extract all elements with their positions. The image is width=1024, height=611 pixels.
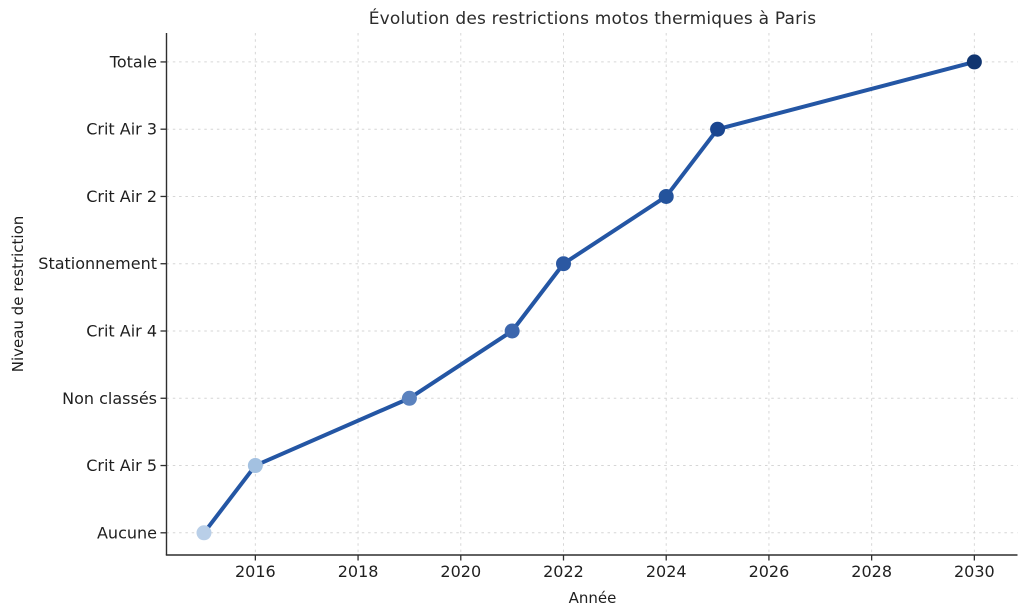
data-point-2021	[504, 323, 520, 339]
y-tick-label: Non classés	[62, 389, 157, 408]
x-tick-label: 2022	[543, 562, 584, 581]
x-tick-label: 2024	[646, 562, 687, 581]
y-tick-label: Crit Air 4	[86, 321, 157, 340]
data-point-2024	[658, 188, 674, 204]
restriction-trend-line	[201, 59, 977, 535]
data-point-2015	[196, 525, 212, 541]
x-tick-label: 2018	[338, 562, 379, 581]
y-tick-label: Crit Air 5	[86, 456, 157, 475]
x-tick-label: 2020	[440, 562, 481, 581]
x-tick-label: 2028	[851, 562, 892, 581]
y-tick-label: Totale	[109, 52, 157, 71]
x-tick-label: 2026	[749, 562, 790, 581]
x-axis-label: Année	[568, 589, 617, 607]
x-tick-label: 2030	[954, 562, 995, 581]
chart-title: Évolution des restrictions motos thermiq…	[368, 9, 817, 29]
data-point-2025	[710, 121, 726, 137]
data-point-2019	[401, 390, 417, 406]
y-tick-label: Stationnement	[38, 254, 157, 273]
data-point-2030	[966, 54, 982, 70]
x-tick-label: 2016	[235, 562, 276, 581]
y-tick-label: Crit Air 2	[86, 187, 157, 206]
y-tick-label: Crit Air 3	[86, 120, 157, 139]
y-axis-label: Niveau de restriction	[9, 215, 27, 373]
data-point-2022	[555, 256, 571, 272]
data-point-2016	[247, 458, 263, 474]
y-tick-label: Aucune	[97, 523, 157, 542]
